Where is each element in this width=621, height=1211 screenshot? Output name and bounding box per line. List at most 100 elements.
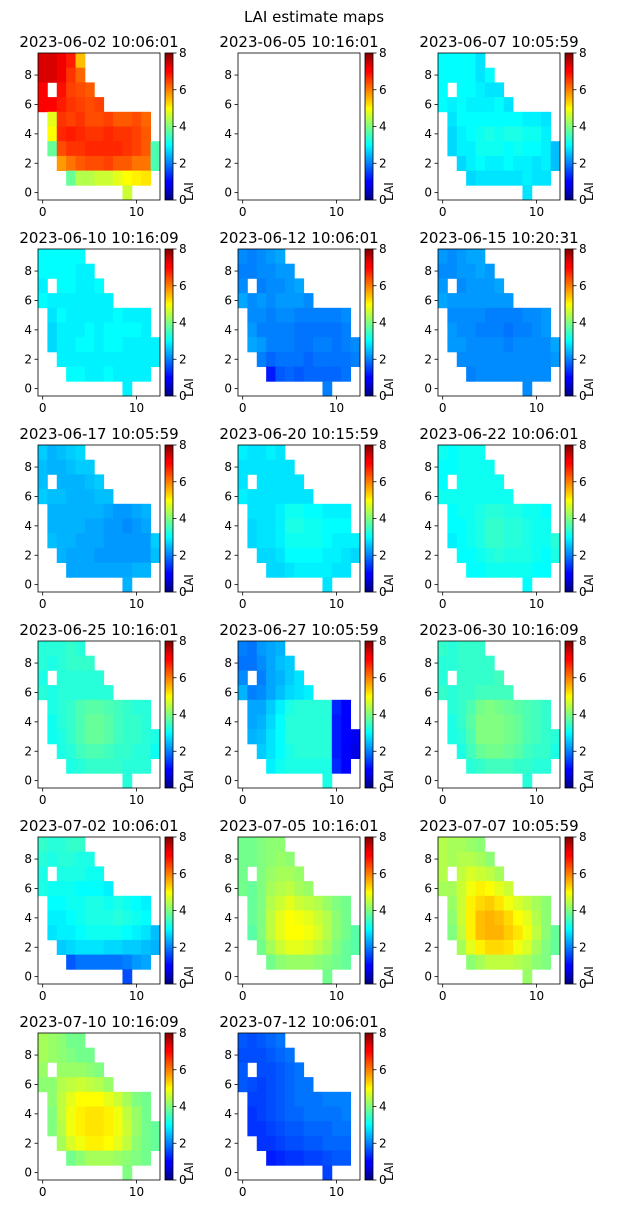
heatmap-cell — [503, 337, 514, 353]
colorbar-tick-label: 8 — [379, 1026, 387, 1040]
heatmap-cell — [284, 503, 295, 519]
heatmap-cell — [47, 1091, 58, 1107]
heatmap-cell — [56, 895, 67, 911]
heatmap-cell — [484, 518, 495, 534]
heatmap-cell — [84, 895, 95, 911]
colorbar-tick-label: 0 — [579, 193, 587, 207]
heatmap-cell — [56, 939, 67, 955]
colorbar-tick-label: 2 — [179, 940, 187, 954]
heatmap-cell — [350, 939, 361, 955]
colorbar-gradient — [564, 836, 574, 985]
heatmap-cell — [475, 910, 486, 926]
heatmap-cell — [322, 1091, 333, 1107]
heatmap-cell — [113, 533, 123, 549]
heatmap-cell — [341, 366, 352, 382]
heatmap-cell — [38, 1062, 48, 1078]
heatmap-cell — [341, 503, 352, 519]
heatmap-cell — [266, 925, 276, 941]
heatmap-cell — [494, 170, 505, 186]
heatmap-cell — [66, 155, 76, 171]
heatmap-cell — [75, 503, 86, 519]
heatmap-cell — [503, 170, 514, 186]
heatmap-cell — [56, 97, 67, 113]
heatmap-cell — [247, 263, 258, 279]
heatmap-cell — [513, 954, 523, 970]
heatmap-cell — [141, 533, 152, 549]
heatmap-cell — [141, 307, 152, 323]
heatmap-cell — [284, 293, 295, 309]
y-tick-label: 8 — [24, 656, 32, 670]
heatmap-cell — [484, 293, 495, 309]
heatmap-cell — [66, 699, 76, 715]
heatmap-cell — [466, 562, 476, 578]
heatmap-cell — [550, 533, 561, 549]
colorbar-gradient — [164, 836, 174, 985]
heatmap-cell — [141, 562, 152, 578]
heatmap-cell — [303, 1135, 314, 1151]
y-tick-label: 2 — [424, 940, 432, 954]
heatmap-cell — [256, 518, 267, 534]
heatmap-cell — [456, 155, 467, 171]
heatmap-cell — [131, 518, 142, 534]
heatmap-cell — [503, 910, 514, 926]
heatmap-cell — [331, 925, 342, 941]
x-tick-label: 10 — [329, 597, 344, 611]
heatmap-cell — [113, 562, 123, 578]
heatmap-cell — [503, 562, 514, 578]
heatmap-cell — [447, 111, 458, 127]
heatmap-cell — [47, 322, 58, 338]
colorbar-tick-label: 4 — [379, 120, 387, 134]
heatmap-cell — [266, 293, 276, 309]
heatmap-cell — [294, 925, 305, 941]
heatmap-cell — [484, 729, 495, 745]
heatmap-cell — [466, 685, 476, 701]
heatmap-cell — [322, 518, 333, 534]
heatmap-cell — [266, 533, 276, 549]
heatmap-cell — [522, 322, 533, 338]
y-tick-label: 8 — [24, 1048, 32, 1062]
heatmap-cell — [47, 307, 58, 323]
heatmap-cell — [56, 641, 67, 657]
heatmap-cell — [284, 278, 295, 294]
heatmap-cell — [122, 729, 133, 745]
heatmap-cell — [503, 714, 514, 730]
heatmap-cell — [475, 562, 486, 578]
heatmap-cell — [275, 322, 286, 338]
heatmap-cell — [466, 322, 476, 338]
heatmap-cell — [522, 954, 533, 970]
heatmap-cell — [266, 895, 276, 911]
colorbar-label: LAI — [382, 1162, 396, 1181]
heatmap-cell — [275, 337, 286, 353]
colorbar-label: LAI — [382, 378, 396, 397]
heatmap-cell — [456, 351, 467, 367]
heatmap-cell — [47, 249, 58, 265]
heatmap-cell — [94, 699, 105, 715]
heatmap-cell — [350, 925, 361, 941]
heatmap-cell — [94, 925, 105, 941]
heatmap-cell — [266, 851, 276, 867]
heatmap-cell — [341, 562, 352, 578]
heatmap-cell — [541, 322, 552, 338]
heatmap-cell — [275, 714, 286, 730]
heatmap-cell — [541, 743, 552, 759]
y-tick-label: 4 — [424, 323, 432, 337]
heatmap-cell — [503, 366, 514, 382]
heatmap-cell — [522, 939, 533, 955]
heatmap-cell — [275, 954, 286, 970]
heatmap-cell — [331, 729, 342, 745]
heatmap-cell — [103, 111, 114, 127]
heatmap-cell — [103, 155, 114, 171]
heatmap-cell — [122, 111, 133, 127]
heatmap-cell — [75, 53, 86, 69]
heatmap-cell — [294, 307, 305, 323]
heatmap-cell — [313, 1106, 323, 1122]
heatmap-cell — [341, 533, 352, 549]
heatmap-cell — [247, 1106, 258, 1122]
heatmap-cell — [266, 866, 276, 882]
heatmap-cell — [275, 743, 286, 759]
heatmap-cell — [284, 547, 295, 563]
